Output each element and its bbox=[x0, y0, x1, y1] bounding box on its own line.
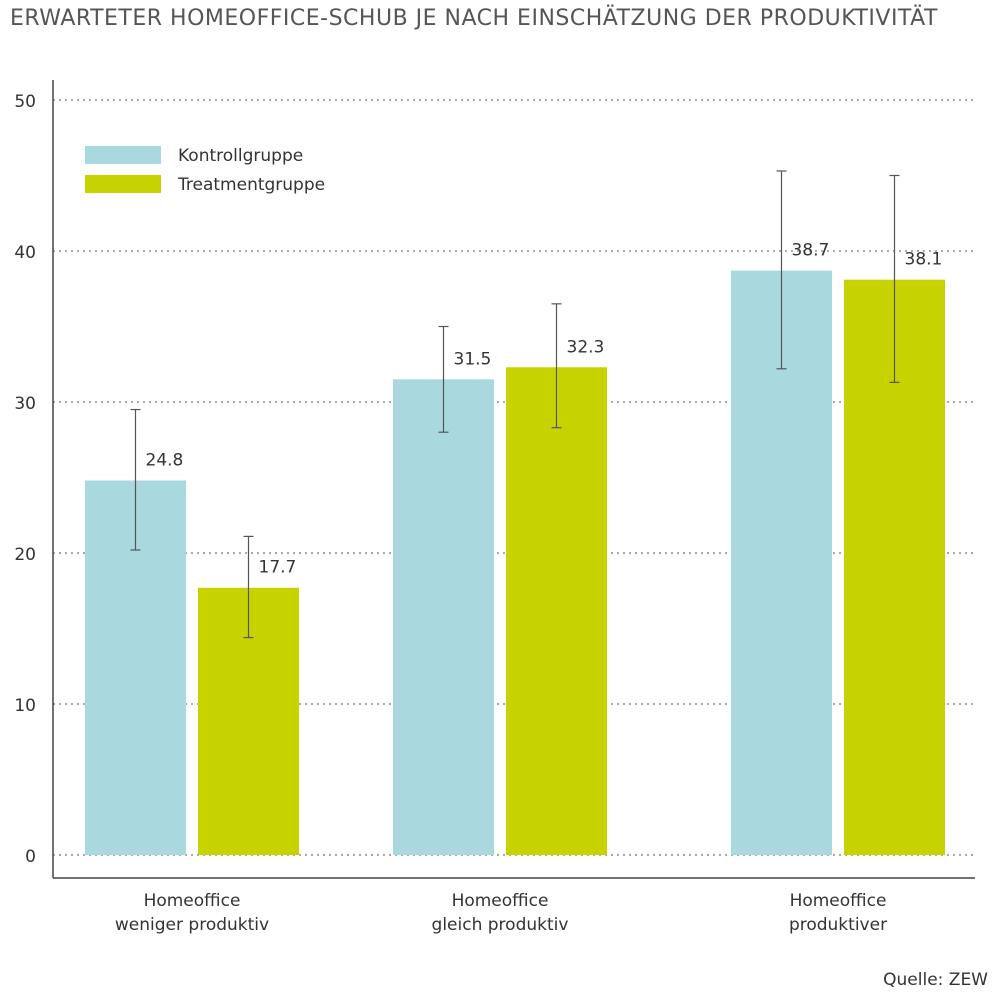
bar-layer bbox=[85, 270, 945, 855]
data-label: 38.1 bbox=[905, 250, 943, 270]
y-tick-label: 30 bbox=[14, 394, 36, 414]
x-tick-label: Homeoffice bbox=[452, 891, 549, 911]
legend-swatch bbox=[85, 175, 161, 193]
x-tick-label: produktiver bbox=[789, 915, 887, 935]
data-label: 38.7 bbox=[792, 241, 830, 261]
y-tick-label: 50 bbox=[14, 92, 36, 112]
chart-title: ERWARTETER HOMEOFFICE-SCHUB JE NACH EINS… bbox=[10, 6, 938, 31]
source-note: Quelle: ZEW bbox=[883, 970, 988, 990]
legend-label: Treatmentgruppe bbox=[177, 175, 325, 195]
y-tick-label: 20 bbox=[14, 545, 36, 565]
legend-label: Kontrollgruppe bbox=[178, 146, 303, 166]
x-tick-label: Homeoffice bbox=[144, 891, 241, 911]
x-tick-label: Homeoffice bbox=[790, 891, 887, 911]
bar bbox=[506, 367, 607, 855]
x-tick-label: gleich produktiv bbox=[432, 915, 569, 935]
legend: Kontrollgruppe Treatmentgruppe bbox=[85, 146, 325, 195]
y-tick-label: 40 bbox=[14, 243, 36, 263]
data-label: 31.5 bbox=[454, 349, 492, 369]
error-bar-layer bbox=[130, 170, 900, 639]
axis-layer: 0 10 20 30 40 50 Homeoffice weniger produktiv Ho… bbox=[14, 80, 975, 935]
data-label: 24.8 bbox=[146, 451, 184, 471]
bar bbox=[393, 379, 494, 855]
data-label-layer: 24.8 31.5 38.7 17.7 32.3 38.1 bbox=[146, 241, 943, 578]
data-label: 32.3 bbox=[567, 337, 605, 357]
y-tick-label: 10 bbox=[14, 696, 36, 716]
data-label: 17.7 bbox=[259, 558, 297, 578]
legend-swatch bbox=[85, 146, 161, 164]
x-tick-label: weniger produktiv bbox=[115, 915, 269, 935]
y-tick-label: 0 bbox=[25, 847, 36, 867]
